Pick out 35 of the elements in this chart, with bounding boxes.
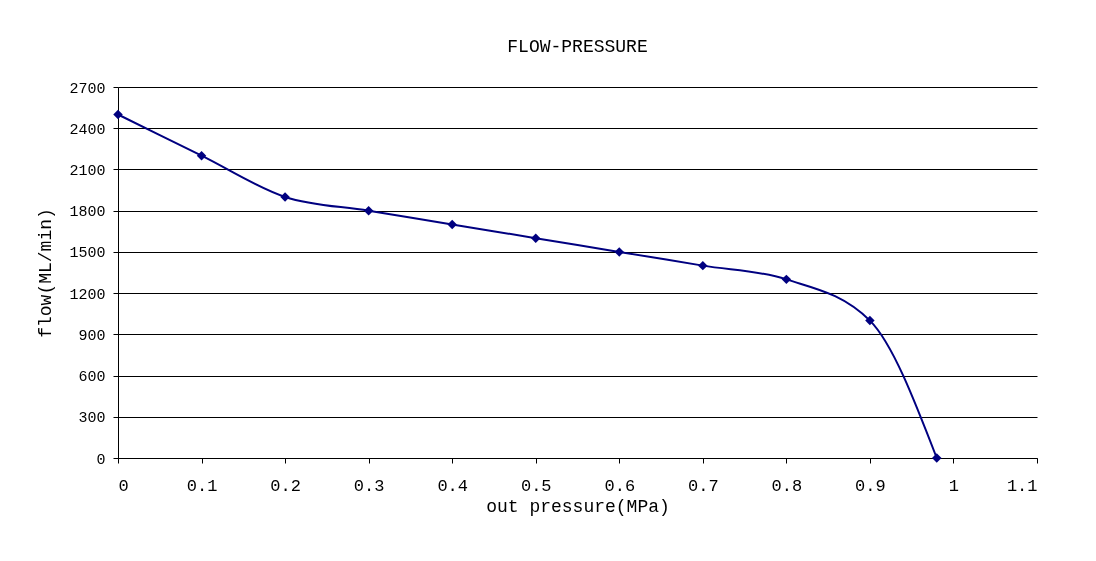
x-tick-label: 0.8 xyxy=(771,476,803,496)
point xyxy=(614,247,625,257)
point xyxy=(196,150,207,161)
x-tick-label: 0.1 xyxy=(186,476,218,496)
point xyxy=(781,274,792,285)
y-tick-label: 600 xyxy=(78,369,106,387)
x-tick-label: 0.9 xyxy=(855,476,886,496)
point xyxy=(363,205,374,216)
x-tick-label: 1 xyxy=(948,476,960,496)
y-tick-label: 900 xyxy=(78,327,106,345)
chart-title: FLOW-PRESSURE xyxy=(507,37,648,57)
y-tick-label: 1800 xyxy=(69,204,106,222)
x-tick-label: 0.7 xyxy=(688,476,719,496)
x-tick-label: 0.3 xyxy=(353,476,385,496)
y-tick-label: 300 xyxy=(78,410,106,428)
point xyxy=(447,219,457,230)
point xyxy=(113,109,123,120)
point xyxy=(932,453,942,463)
point xyxy=(698,260,708,271)
point xyxy=(530,233,541,243)
x-tick-label: 1.1 xyxy=(1006,476,1038,496)
point xyxy=(865,315,875,326)
x-axis-title: out pressure(MPa) xyxy=(486,496,670,517)
x-tick-label: 0.5 xyxy=(520,476,552,496)
x-tick-label: 0.2 xyxy=(270,476,301,496)
y-tick-label: 1200 xyxy=(69,286,106,304)
x-tick-label: 0 xyxy=(118,476,129,496)
y-tick-label: 1500 xyxy=(69,245,106,263)
y-axis-title: flow(ML/min) xyxy=(36,208,57,338)
y-tick-label: 0 xyxy=(96,451,106,469)
x-tick-label: 0.4 xyxy=(437,476,468,496)
y-tick-label: 2700 xyxy=(69,80,106,98)
x-tick-label: 0.6 xyxy=(604,476,636,496)
y-tick-label: 2400 xyxy=(69,121,106,139)
y-tick-label: 2100 xyxy=(69,162,106,180)
